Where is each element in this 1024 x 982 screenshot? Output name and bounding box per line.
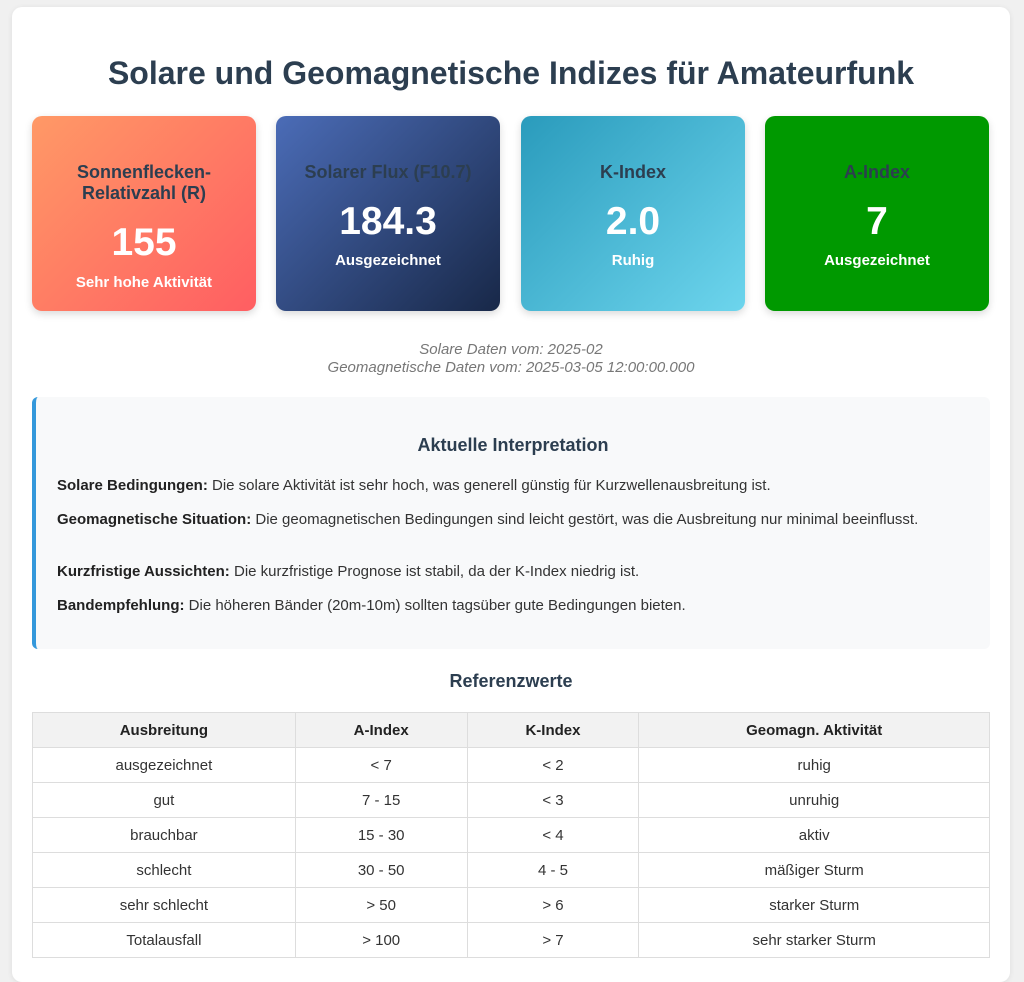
table-cell: 30 - 50 [294,852,468,888]
item-label: Kurzfristige Aussichten: [57,563,230,580]
table-cell: > 7 [466,922,640,958]
table-cell: 4 - 5 [466,852,640,888]
table-cell: brauchbar [32,817,296,853]
table-cell: gut [32,782,296,818]
table-cell: aktiv [638,817,990,853]
interpretation-heading: Aktuelle Interpretation [417,435,609,455]
item-text: Die höheren Bänder (20m-10m) sollten tag… [184,597,686,614]
table-cell: sehr schlecht [32,887,296,923]
table-cell: sehr starker Sturm [638,922,990,958]
card-label: A-Index [843,162,910,182]
card-label: Solarer Flux (F10.7) [304,162,472,182]
reference-table: Ausbreitung A-Index K-Index Geomagn. Akt… [32,712,990,958]
item-label: Geomagnetische Situation: [57,511,252,528]
table-cell: > 6 [466,887,640,923]
table-cell: > 50 [294,887,468,923]
solar-date: Solare Daten vom: 2025-02 [419,341,603,358]
card-value: 2.0 [605,200,661,243]
item-text: Die solare Aktivität ist sehr hoch, was … [207,477,771,494]
item-text: Die geomagnetischen Bedingungen sind lei… [251,511,919,528]
sunspot-number-card: Sonnenflecken-Relativzahl (R) 155 Sehr h… [32,116,256,311]
table-cell: < 3 [466,782,640,818]
table-row: gut 7 - 15 < 3 unruhig [32,782,990,818]
data-timestamps: Solare Daten vom: 2025-02 Geomagnetische… [12,341,1010,377]
geomagnetic-situation: Geomagnetische Situation: Die geomagneti… [57,511,957,528]
column-header: A-Index [294,712,468,748]
short-term-outlook: Kurzfristige Aussichten: Die kurzfristig… [57,563,957,580]
solar-flux-card: Solarer Flux (F10.7) 184.3 Ausgezeichnet [276,116,500,311]
item-label: Solare Bedingungen: [57,477,208,494]
table-row: ausgezeichnet < 7 < 2 ruhig [32,747,990,783]
card-value: 7 [866,200,888,243]
table-cell: 15 - 30 [294,817,468,853]
card-value: 155 [111,221,177,264]
page-title: Solare und Geomagnetische Indizes für Am… [107,55,915,91]
solar-conditions: Solare Bedingungen: Die solare Aktivität… [57,477,957,494]
a-index-card: A-Index 7 Ausgezeichnet [765,116,989,311]
table-cell: < 4 [466,817,640,853]
table-cell: starker Sturm [638,887,990,923]
card-status: Ausgezeichnet [335,252,441,269]
table-row: brauchbar 15 - 30 < 4 aktiv [32,817,990,853]
table-cell: Totalausfall [32,922,296,958]
band-recommendation: Bandempfehlung: Die höheren Bänder (20m-… [57,597,957,614]
item-text: Die kurzfristige Prognose ist stabil, da… [229,563,640,580]
table-cell: > 100 [294,922,468,958]
table-cell: < 2 [466,747,640,783]
column-header: Ausbreitung [32,712,296,748]
table-cell: schlecht [32,852,296,888]
card-value: 184.3 [339,200,437,243]
reference-title: Referenzwerte [449,671,573,691]
item-label: Bandempfehlung: [57,597,185,614]
table-header-row: Ausbreitung A-Index K-Index Geomagn. Akt… [32,712,990,748]
card-status: Ruhig [611,252,655,269]
geomagnetic-date: Geomagnetische Daten vom: 2025-03-05 12:… [327,359,695,376]
table-cell: unruhig [638,782,990,818]
table-row: schlecht 30 - 50 4 - 5 mäßiger Sturm [32,852,990,888]
column-header: K-Index [466,712,640,748]
card-label: K-Index [599,162,666,182]
table-row: sehr schlecht > 50 > 6 starker Sturm [32,887,990,923]
card-status: Ausgezeichnet [824,252,930,269]
table-row: Totalausfall > 100 > 7 sehr starker Stur… [32,922,990,958]
page-container: Solare und Geomagnetische Indizes für Am… [12,7,1010,982]
interpretation-panel: Aktuelle Interpretation Solare Bedingung… [32,397,990,649]
card-label: Sonnenflecken-Relativzahl (R) [76,162,212,203]
table-cell: 7 - 15 [294,782,468,818]
table-cell: ruhig [638,747,990,783]
card-status: Sehr hohe Aktivität [75,274,213,291]
column-header: Geomagn. Aktivität [638,712,990,748]
table-cell: ausgezeichnet [32,747,296,783]
table-cell: < 7 [294,747,468,783]
k-index-card: K-Index 2.0 Ruhig [521,116,745,311]
table-cell: mäßiger Sturm [638,852,990,888]
